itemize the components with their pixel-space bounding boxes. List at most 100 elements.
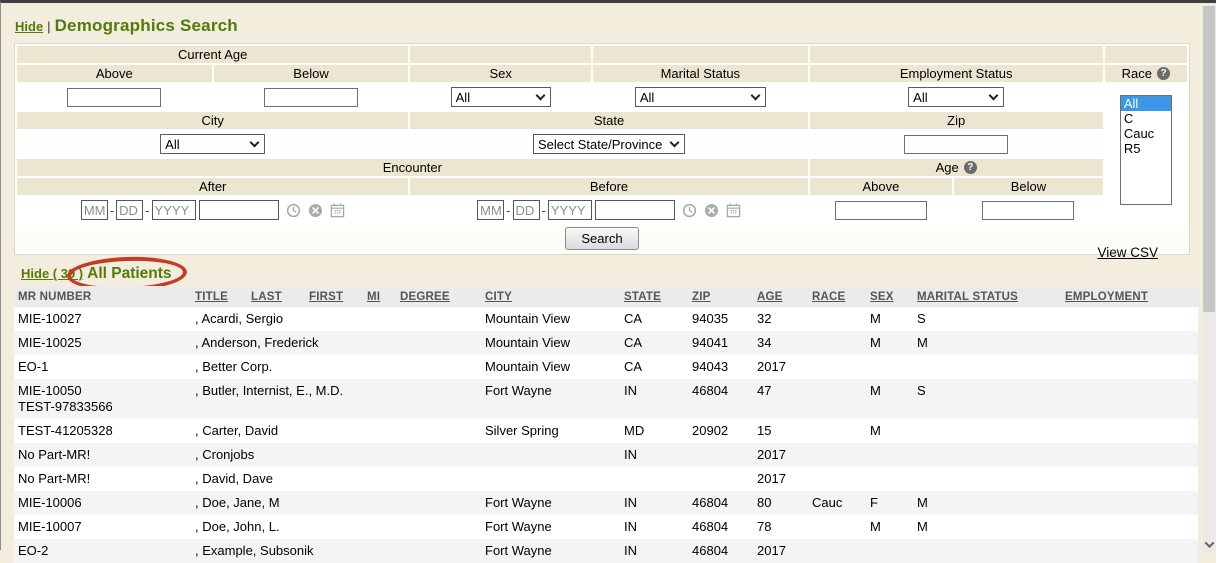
search-button[interactable]: Search [565, 227, 639, 250]
hide-demographics-link[interactable]: Hide [15, 19, 44, 34]
clock-icon[interactable] [286, 203, 301, 218]
cell-marital: M [917, 335, 928, 350]
clear-date-icon[interactable] [704, 203, 719, 218]
scroll-down-button[interactable] [1202, 537, 1216, 551]
results-header: Hide ( 39 ) All Patients [21, 265, 172, 283]
scrollbar-thumb[interactable] [1203, 6, 1215, 312]
sex-select[interactable]: All [450, 87, 551, 107]
city-select[interactable]: All [160, 134, 266, 154]
vertical-scrollbar[interactable] [1202, 3, 1216, 553]
col-degree[interactable]: DEGREE [396, 286, 481, 307]
state-label: State [410, 112, 808, 129]
race-listbox[interactable]: All C Cauc R5 [1119, 95, 1172, 205]
cell-state: IN [624, 447, 637, 462]
age-above-input[interactable] [834, 200, 927, 220]
after-day-input[interactable] [116, 200, 144, 220]
state-select[interactable]: Select State/Province [533, 134, 686, 154]
zip-label: Zip [809, 112, 1103, 129]
table-row[interactable]: MIE-10050 TEST-97833566 , Butler, Internis… [14, 379, 1198, 419]
chevron-down-icon [669, 137, 680, 148]
col-employment[interactable]: EMPLOYMENT [1061, 286, 1198, 307]
mr-number: TEST-41205328 [18, 423, 113, 438]
cell-sex [866, 443, 913, 467]
current-age-below-label: Below [213, 65, 409, 82]
chevron-down-icon [535, 90, 546, 101]
table-row[interactable]: EO-2 , Example, Subsonik Fort Wayne IN 46804… [14, 539, 1198, 563]
table-row[interactable]: No Part-MR! , David, Dave 2017 [14, 467, 1198, 491]
after-year-input[interactable] [151, 200, 196, 220]
col-city[interactable]: CITY [481, 286, 620, 307]
col-last[interactable]: LAST [247, 286, 305, 307]
mr-number: No Part-MR! [18, 447, 91, 462]
col-age[interactable]: AGE [753, 286, 808, 307]
dash: - [506, 202, 511, 218]
col-sex[interactable]: SEX [866, 286, 913, 307]
city-select-value: All [165, 136, 180, 152]
table-row[interactable]: EO-1 , Better Corp. Mountain View CA 94043 20… [14, 355, 1198, 379]
race-option[interactable]: C [1123, 111, 1134, 126]
cell-age: 78 [757, 519, 772, 534]
col-marital-status[interactable]: MARITAL STATUS [913, 286, 1061, 307]
cell-city: Mountain View [485, 335, 571, 350]
cell-state: MD [624, 423, 645, 438]
table-row[interactable]: MIE-10007 , Doe, John, L. Fort Wayne IN 4680… [14, 515, 1198, 539]
race-option[interactable]: All [1120, 96, 1171, 111]
after-month-input[interactable] [80, 200, 108, 220]
col-title[interactable]: TITLE [191, 286, 247, 307]
before-year-input[interactable] [547, 200, 592, 220]
hide-patients-link[interactable]: Hide ( 39 ) [21, 266, 84, 281]
clear-date-icon[interactable] [308, 203, 323, 218]
race-help-icon[interactable]: ? [1157, 67, 1171, 80]
before-month-input[interactable] [477, 200, 505, 220]
cell-city [481, 443, 620, 467]
cell-mr: MIE-10027 [14, 307, 191, 331]
cell-mr: No Part-MR! [14, 467, 191, 491]
age-help-icon[interactable]: ? [963, 161, 977, 174]
current-age-below-input[interactable] [264, 87, 358, 107]
cell-city: Mountain View [485, 359, 571, 374]
cell-mr: EO-2 [14, 539, 191, 563]
col-zip[interactable]: ZIP [688, 286, 753, 307]
cell-zip [688, 467, 753, 491]
employment-status-select[interactable]: All [908, 87, 1005, 107]
marital-status-select[interactable]: All [634, 87, 766, 107]
cell-sex: M [870, 423, 881, 438]
current-age-label: Current Age [17, 46, 409, 63]
col-mi[interactable]: MI [363, 286, 396, 307]
dash: - [541, 202, 546, 218]
cell-age: 15 [757, 423, 772, 438]
table-row[interactable]: MIE-10006 , Doe, Jane, M Fort Wayne IN 46804… [14, 491, 1198, 515]
view-csv-link[interactable]: View CSV [1097, 245, 1158, 260]
table-row[interactable]: No Part-MR! , Cronjobs IN 2017 [14, 443, 1198, 467]
calendar-icon[interactable] [330, 202, 345, 218]
race-option[interactable]: R5 [1123, 141, 1141, 156]
clock-icon[interactable] [682, 203, 697, 218]
col-race[interactable]: RACE [808, 286, 866, 307]
table-row[interactable]: MIE-10025 , Anderson, Frederick Mountain V… [14, 331, 1198, 355]
calendar-icon[interactable] [726, 202, 741, 218]
encounter-after-date-group: -- [80, 200, 345, 220]
before-day-input[interactable] [512, 200, 540, 220]
mr-number: MIE-10050 [18, 383, 82, 398]
age-below-input[interactable] [982, 200, 1075, 220]
sex-select-value: All [455, 89, 471, 105]
before-date-input[interactable] [594, 200, 675, 220]
col-first[interactable]: FIRST [305, 286, 363, 307]
encounter-before-date-group: -- [477, 200, 741, 220]
chevron-down-icon [750, 90, 761, 101]
race-option[interactable]: Cauc [1123, 126, 1155, 141]
table-row[interactable]: TEST-41205328 , Carter, David Silver Sprin… [14, 419, 1198, 443]
patients-table: MR NUMBER TITLE LAST FIRST MI DEGREE CIT… [14, 286, 1198, 563]
after-date-input[interactable] [198, 200, 279, 220]
cell-age: 2017 [757, 359, 786, 374]
zip-input[interactable] [904, 134, 1009, 154]
table-row[interactable]: MIE-10027 , Acardi, Sergio Mountain View CA… [14, 307, 1198, 331]
col-state[interactable]: STATE [620, 286, 688, 307]
race-label: Race? [1104, 65, 1187, 82]
cell-age: 34 [757, 335, 772, 350]
current-age-above-input[interactable] [67, 87, 162, 107]
cell-marital [913, 355, 1061, 379]
cell-city: Mountain View [485, 311, 571, 326]
cell-race [808, 539, 866, 563]
cell-state: IN [624, 519, 637, 534]
